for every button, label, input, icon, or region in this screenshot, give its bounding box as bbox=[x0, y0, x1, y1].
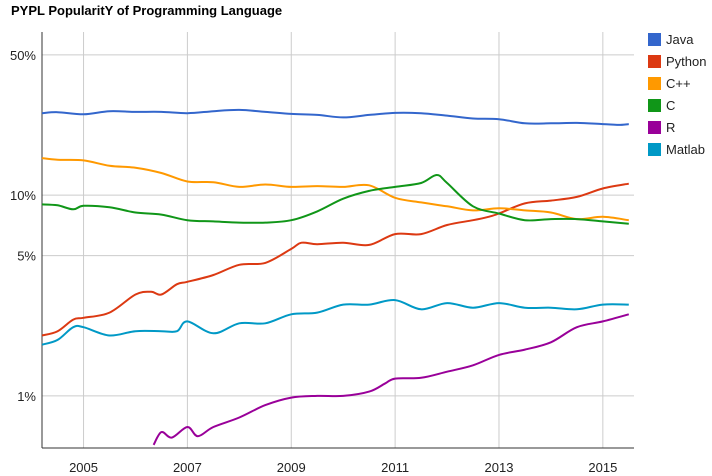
legend-swatch-python bbox=[648, 55, 661, 68]
legend-label-r: R bbox=[666, 120, 675, 135]
legend-label-c: C++ bbox=[666, 76, 691, 91]
x-tick-label: 2013 bbox=[485, 460, 514, 475]
legend-label-java: Java bbox=[666, 32, 694, 47]
series-lines bbox=[41, 108, 630, 446]
legend: Java Python C++ CR Matlab bbox=[648, 32, 706, 157]
x-tick-label: 2009 bbox=[277, 460, 306, 475]
series-line-java bbox=[41, 108, 629, 126]
series-line-matlab bbox=[41, 299, 629, 346]
y-tick-label: 5% bbox=[17, 249, 36, 264]
legend-label-c: C bbox=[666, 98, 675, 113]
x-tick-label: 2007 bbox=[173, 460, 202, 475]
chart-title: PYPL PopularitY of Programming Language bbox=[11, 3, 283, 18]
legend-label-python: Python bbox=[666, 54, 706, 69]
legend-swatch-java bbox=[648, 33, 661, 46]
axes bbox=[41, 32, 634, 449]
tick-labels: 50% 10% 5% 1% 2005 2007 2009 2011 2013 2015 bbox=[10, 48, 617, 475]
legend-swatch-c bbox=[648, 77, 661, 90]
x-tick-label: 2015 bbox=[588, 460, 617, 475]
y-tick-label: 1% bbox=[17, 389, 36, 404]
legend-swatch-matlab bbox=[648, 143, 661, 156]
legend-label-matlab: Matlab bbox=[666, 142, 705, 157]
grid-lines bbox=[42, 32, 634, 448]
series-line-python bbox=[41, 182, 629, 337]
x-tick-label: 2011 bbox=[381, 460, 409, 475]
series-line-r bbox=[152, 313, 630, 446]
series-line-c bbox=[41, 157, 629, 222]
legend-swatch-r bbox=[648, 121, 661, 134]
x-tick-label: 2005 bbox=[69, 460, 98, 475]
y-tick-label: 50% bbox=[10, 48, 36, 63]
legend-swatch-c bbox=[648, 99, 661, 112]
series-line-c bbox=[41, 174, 629, 225]
y-tick-label: 10% bbox=[10, 188, 36, 203]
